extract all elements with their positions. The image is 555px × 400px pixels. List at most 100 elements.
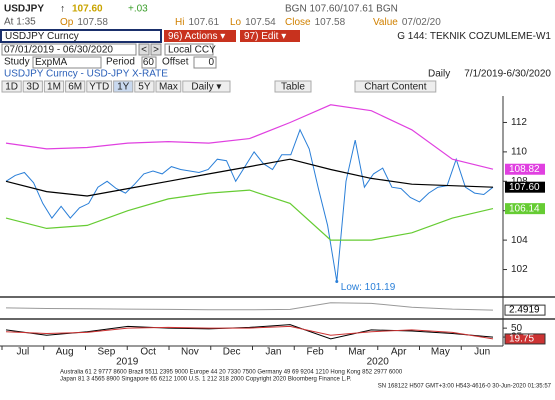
series-line: [5, 128, 494, 282]
series-line: [5, 158, 494, 197]
tab[interactable]: [155, 80, 182, 93]
stat-value: 107.61: [188, 17, 219, 28]
y-tick-label: 104: [511, 235, 528, 246]
tab[interactable]: [65, 80, 86, 93]
footer-line: Japan 81 3 4565 8900 Singapore 65 6212 1…: [60, 377, 352, 383]
series-line: [5, 104, 494, 170]
footer-line: SN 168122 H507 GMT+3:00 H543-4616-0 30-J…: [378, 384, 552, 390]
tab[interactable]: [113, 80, 134, 93]
y-tick-label: 110: [511, 147, 527, 158]
tab[interactable]: [274, 80, 312, 93]
value-tag: [504, 333, 546, 345]
stat-value: 07/02/20: [402, 17, 441, 28]
stat-label: Op: [60, 17, 74, 28]
stat-label: Lo: [230, 17, 242, 28]
value-tag-label: 106.14: [509, 203, 540, 214]
x-tick-label: Jul: [16, 347, 29, 358]
offset: 0: [208, 57, 214, 68]
chart: 102104106108110112Low: 101.19108.82107.6…: [0, 94, 555, 368]
tab-label: 1Y: [117, 82, 130, 93]
quote: BGN 107.60/107.61 BGN: [285, 4, 398, 15]
year-label: 2020: [367, 357, 390, 368]
period-field[interactable]: [141, 56, 157, 69]
study-name: ExpMA: [35, 57, 68, 68]
security: USDJPY Curncy: [5, 31, 79, 42]
currency: Local CCY: [168, 45, 216, 56]
stat-value: 107.58: [77, 17, 108, 28]
x-tick-label: Jun: [474, 347, 490, 358]
y-tick-label: 112: [511, 117, 527, 128]
stats: Op 107.58 Hi 107.61 Lo 107.54 Close 107.58 Value…: [60, 17, 441, 28]
stat-label: Value: [373, 17, 398, 28]
actions-label: 96) Actions ▾: [168, 31, 225, 42]
tab-label: Chart Content: [364, 82, 426, 93]
x-tick-label: Jan: [265, 347, 281, 358]
stat-label: Hi: [175, 17, 184, 28]
offset-label: Offset: [162, 57, 189, 68]
tab[interactable]: [354, 80, 437, 93]
frequency: Daily: [428, 69, 450, 80]
x-tick-label: Mar: [348, 347, 366, 358]
value-tag: [505, 203, 545, 215]
x-tick-label: May: [431, 347, 450, 358]
next-button[interactable]: [150, 43, 162, 56]
x-tick-label: Feb: [307, 347, 325, 358]
tab[interactable]: [86, 80, 113, 93]
value-tag: [504, 304, 546, 316]
tab[interactable]: [1, 80, 22, 93]
x-tick-label: Nov: [181, 347, 199, 358]
span: 7/1/2019-6/30/2020: [464, 69, 551, 80]
tab-label: YTD: [89, 82, 109, 93]
stat: Op 107.58: [60, 17, 108, 28]
stat: Hi 107.61: [175, 17, 219, 28]
tab[interactable]: [134, 80, 155, 93]
low-marker: [335, 279, 339, 283]
tab[interactable]: [43, 80, 65, 93]
tabs: 1D 3D 1M 6M YTD 1Y 5Y Max Daily ▾ Table Chart Cont…: [1, 80, 437, 93]
annotation: Low: 101.19: [341, 282, 396, 293]
date-range: 07/01/2019 - 06/30/2020: [4, 45, 113, 56]
x-tick-label: Oct: [140, 347, 156, 358]
tab-label: 5Y: [138, 82, 151, 93]
ticker: USDJPY: [4, 4, 44, 15]
year-label: 2019: [116, 357, 139, 368]
study-label: Study: [4, 57, 30, 68]
value-tag-label: 108.82: [509, 164, 540, 175]
offset-field[interactable]: [193, 56, 217, 69]
stat: Value 07/02/20: [373, 17, 441, 28]
tab-label: 3D: [26, 82, 39, 93]
date-field[interactable]: [1, 43, 137, 56]
tab[interactable]: [22, 80, 43, 93]
time: At 1:35: [4, 17, 36, 28]
x-tick-label: Dec: [223, 347, 241, 358]
plot-area: [0, 94, 555, 366]
value-tag: [505, 181, 545, 193]
page-name: G 144: TEKNIK COZUMLEME-W1: [397, 31, 551, 42]
currency-field[interactable]: [164, 43, 214, 56]
tab-label: 1D: [5, 82, 18, 93]
arrow: ↑: [60, 4, 65, 15]
y-tick-label: 108: [511, 176, 528, 187]
actions-button[interactable]: [164, 30, 236, 42]
x-tick-label: Apr: [391, 347, 407, 358]
value-tag-label: 19.75: [509, 334, 534, 345]
period-label: Period: [106, 57, 135, 68]
prev-button[interactable]: [138, 43, 150, 56]
y-tick-label: 50: [511, 323, 523, 334]
tab[interactable]: [182, 80, 231, 93]
x-tick-label: Aug: [56, 347, 74, 358]
y-tick-label: 102: [511, 264, 528, 275]
tab-label: Max: [159, 82, 178, 93]
x-tick-label: Sep: [97, 347, 115, 358]
value-tag-label: 107.60: [509, 182, 540, 193]
next-label: >: [153, 45, 159, 56]
footer: Australia 61 2 9777 8600 Brazil 5511 239…: [60, 370, 552, 390]
last-price: 107.60: [72, 4, 103, 15]
study-field[interactable]: [32, 56, 102, 69]
edit-button[interactable]: [240, 30, 300, 42]
tab-label: 1M: [47, 82, 61, 93]
prev-label: <: [141, 45, 147, 56]
security-field[interactable]: [0, 29, 162, 43]
series-line: [5, 325, 494, 340]
